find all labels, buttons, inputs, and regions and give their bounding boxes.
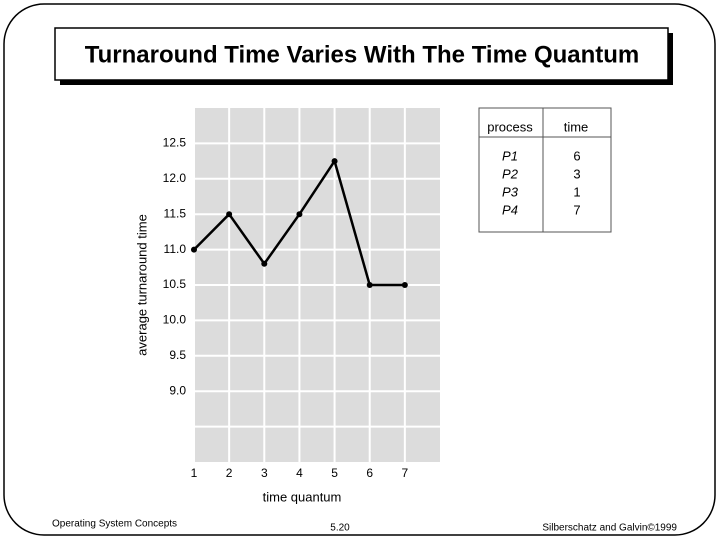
process-name: P4 xyxy=(502,202,518,217)
title-box xyxy=(54,27,669,81)
x-tick-label: 6 xyxy=(366,466,373,480)
process-name: P1 xyxy=(502,148,518,163)
data-point xyxy=(401,282,408,288)
data-point xyxy=(331,158,338,165)
x-tick-label: 1 xyxy=(191,466,198,480)
footer-center: 5.20 xyxy=(330,523,350,534)
y-tick-label: 9.5 xyxy=(169,348,186,362)
y-tick-label: 11.0 xyxy=(164,242,187,256)
process-name: P2 xyxy=(502,166,519,181)
data-point xyxy=(191,246,197,253)
process-time: 1 xyxy=(573,184,580,199)
data-point xyxy=(296,211,303,218)
data-point xyxy=(261,260,268,267)
table-header: process xyxy=(487,119,533,134)
x-tick-label: 4 xyxy=(296,466,303,480)
process-time: 3 xyxy=(573,166,580,181)
y-axis-label: average turnaround time xyxy=(134,214,149,356)
y-tick-label: 12.5 xyxy=(163,136,187,150)
x-tick-label: 7 xyxy=(402,466,409,480)
table-header: time xyxy=(564,119,589,134)
process-time: 6 xyxy=(573,148,580,163)
slide-title: Turnaround Time Varies With The Time Qua… xyxy=(85,41,640,68)
x-tick-label: 3 xyxy=(261,466,268,480)
data-point xyxy=(366,282,373,288)
y-tick-label: 10.0 xyxy=(163,313,187,327)
y-tick-label: 10.5 xyxy=(163,277,187,291)
data-point xyxy=(226,211,233,218)
x-axis-label: time quantum xyxy=(263,489,342,504)
table-frame xyxy=(478,107,612,233)
y-tick-label: 9.0 xyxy=(169,383,186,397)
slide-border xyxy=(3,3,716,536)
footer-left: Operating System Concepts xyxy=(52,519,177,530)
x-tick-label: 5 xyxy=(331,466,338,480)
y-tick-label: 11.5 xyxy=(164,206,187,220)
process-time: 7 xyxy=(573,202,580,217)
process-name: P3 xyxy=(502,184,519,199)
footer-right: Silberschatz and Galvin©1999 xyxy=(542,523,677,534)
y-tick-label: 12.0 xyxy=(163,171,187,185)
x-tick-label: 2 xyxy=(226,466,233,480)
